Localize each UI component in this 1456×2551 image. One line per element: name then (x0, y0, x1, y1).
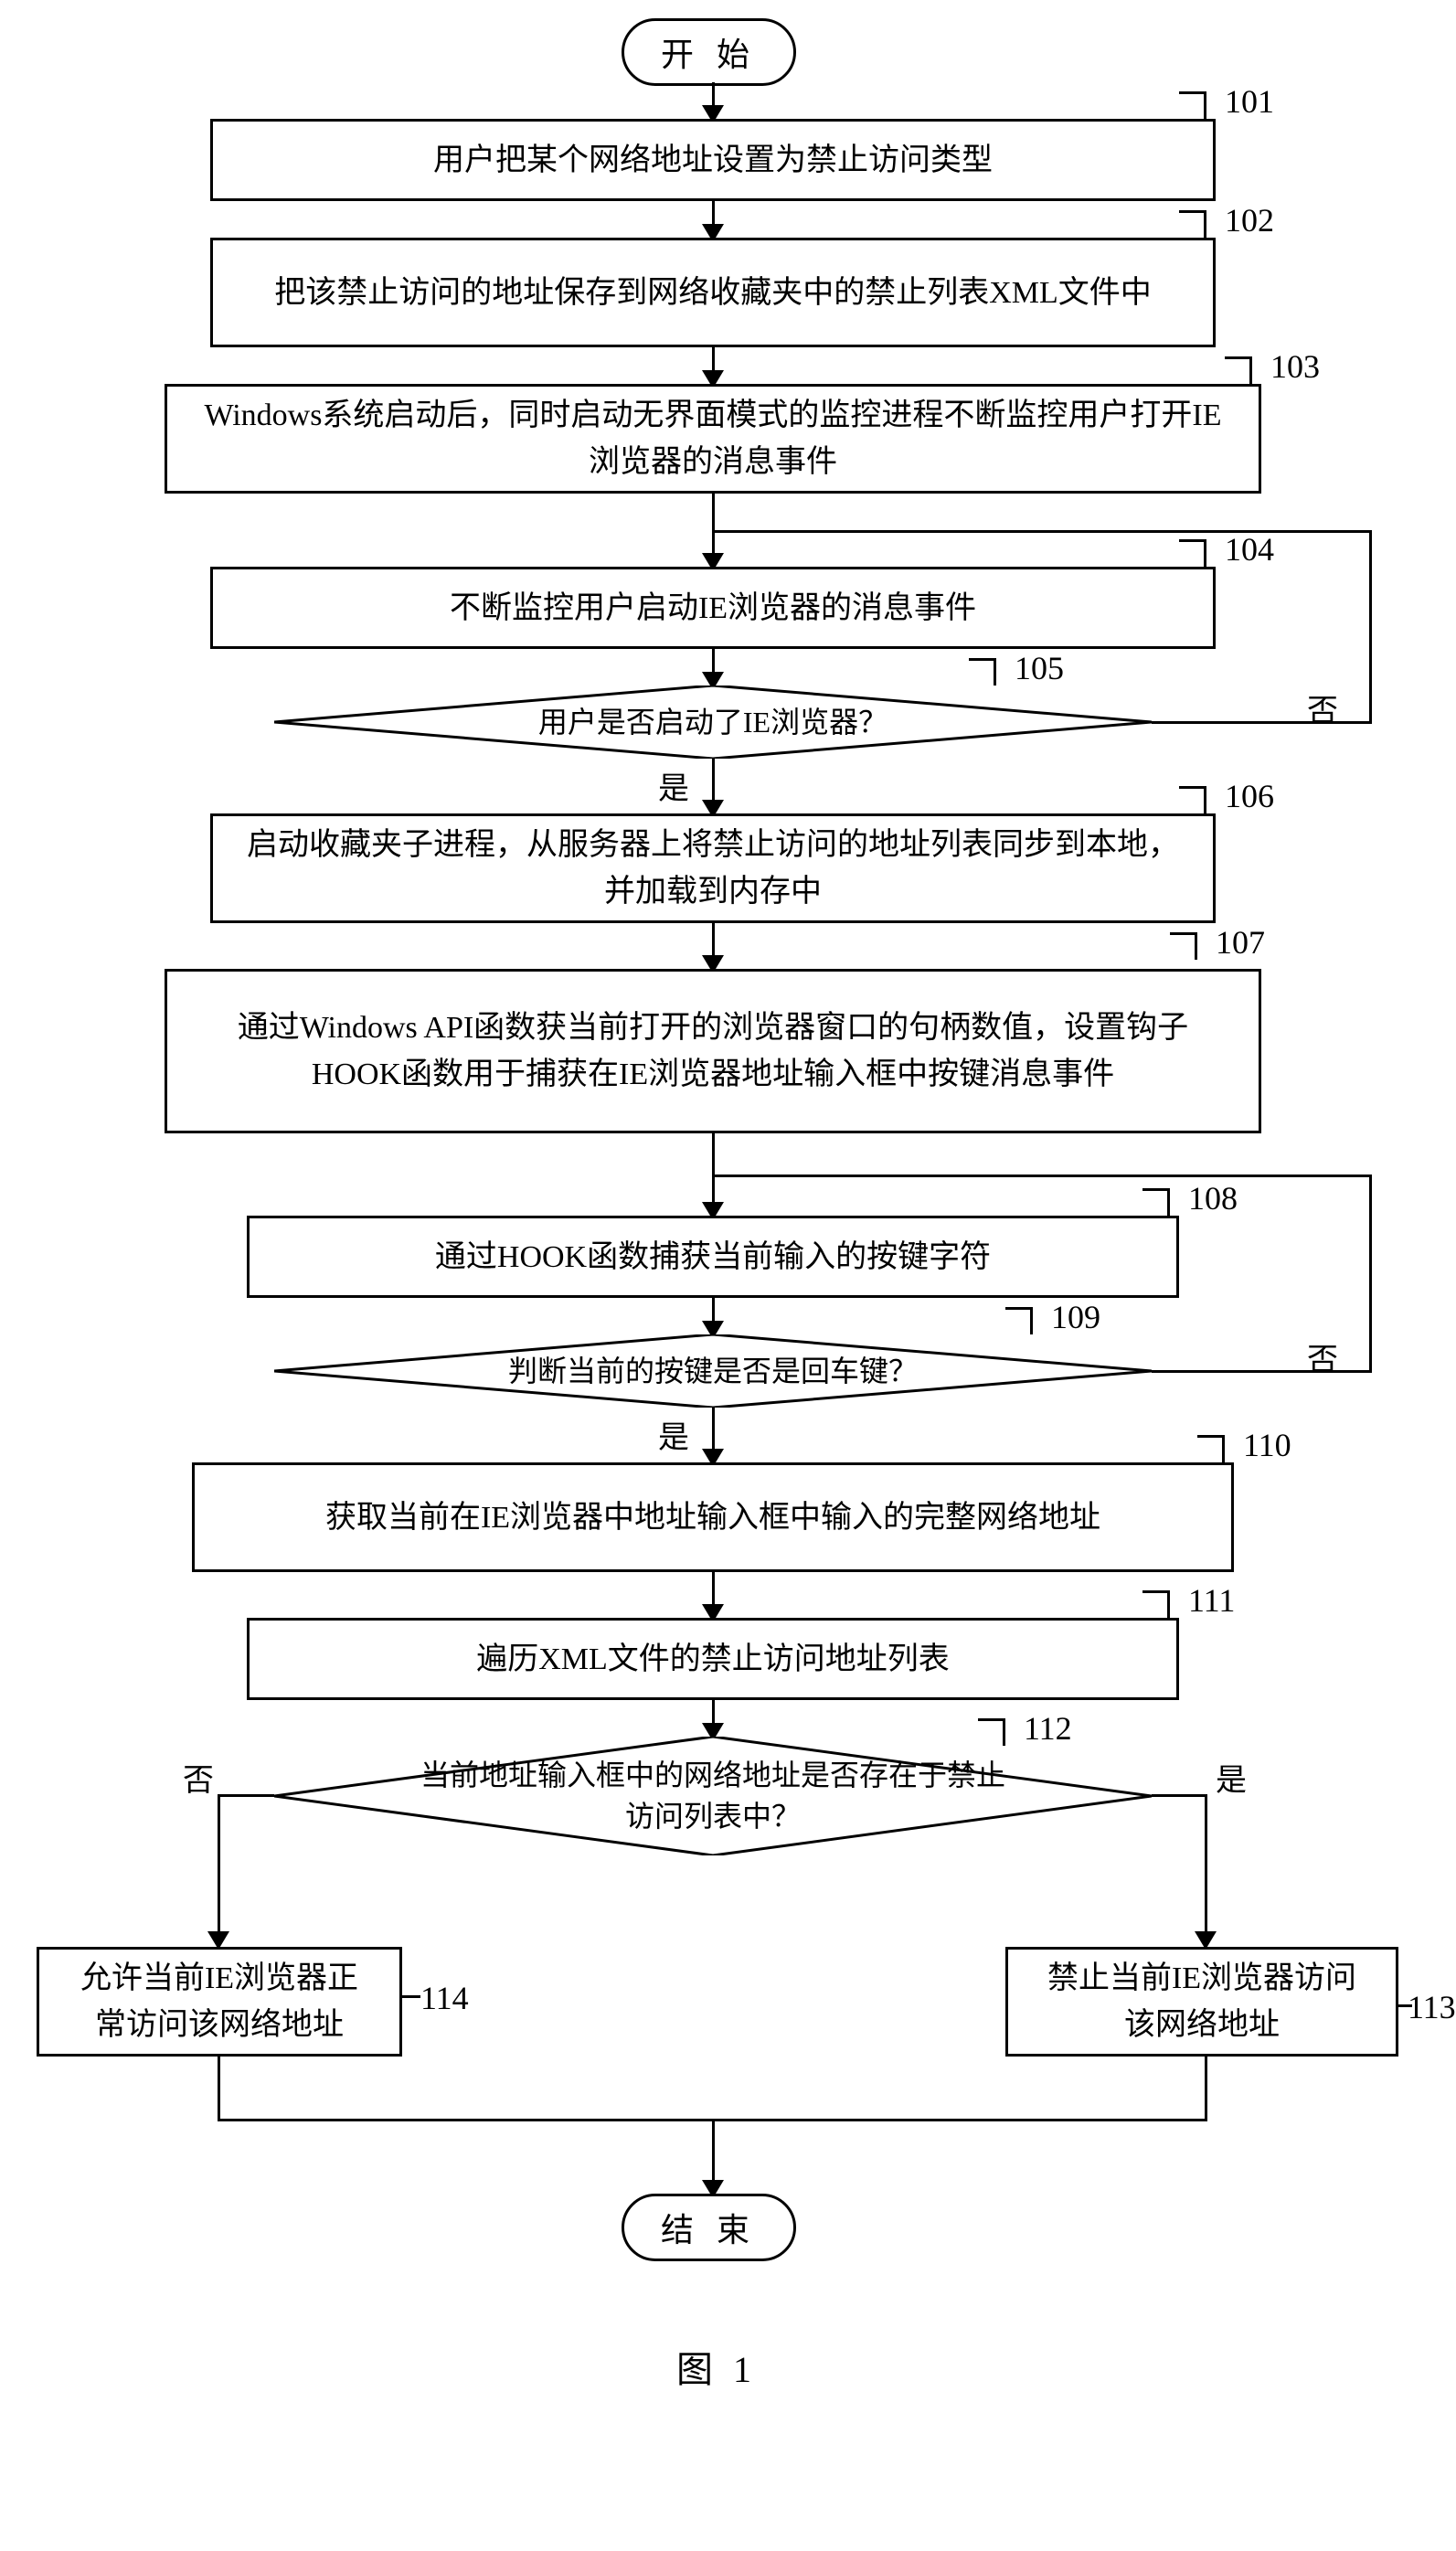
ref-110: 110 (1243, 1426, 1291, 1464)
decision-text: 判断当前的按键是否是回车键？ (508, 1351, 918, 1392)
ref-corner (1170, 932, 1197, 960)
ref-109: 109 (1051, 1298, 1100, 1336)
edge (712, 494, 715, 558)
ref-107: 107 (1216, 923, 1265, 962)
ref-corner (969, 658, 996, 686)
process-103: Windows系统启动后，同时启动无界面模式的监控进程不断监控用户打开IE浏览器… (165, 384, 1261, 494)
process-110: 获取当前在IE浏览器中地址输入框中输入的完整网络地址 (192, 1462, 1234, 1572)
process-text: 禁止当前IE浏览器访问该网络地址 (1036, 1955, 1368, 2048)
yes-label: 是 (658, 1412, 689, 1457)
ref-105: 105 (1015, 649, 1064, 687)
process-text: 通过HOOK函数捕获当前输入的按键字符 (435, 1234, 991, 1281)
ref-corner (1179, 210, 1206, 238)
process-text: Windows系统启动后，同时启动无界面模式的监控进程不断监控用户打开IE浏览器… (195, 392, 1231, 485)
decision-109: 判断当前的按键是否是回车键？ (274, 1334, 1152, 1408)
ref-leader (402, 1995, 420, 1998)
decision-105: 用户是否启动了IE浏览器？ (274, 686, 1152, 759)
ref-102: 102 (1225, 201, 1274, 239)
start-terminal: 开 始 (622, 18, 796, 86)
ref-corner (1179, 91, 1206, 119)
edge (1152, 1794, 1206, 1797)
process-113: 禁止当前IE浏览器访问该网络地址 (1005, 1947, 1398, 2057)
ref-corner (1179, 539, 1206, 567)
yes-label: 是 (658, 763, 689, 808)
process-107: 通过Windows API函数获当前打开的浏览器窗口的句柄数值，设置钩子HOOK… (165, 969, 1261, 1133)
ref-corner (1142, 1188, 1170, 1216)
edge (712, 923, 715, 960)
ref-101: 101 (1225, 82, 1274, 121)
edge (1152, 1370, 1371, 1373)
process-text: 通过Windows API函数获当前打开的浏览器窗口的句柄数值，设置钩子HOOK… (195, 1004, 1231, 1098)
ref-corner (1197, 1435, 1225, 1462)
decision-112: 当前地址输入框中的网络地址是否存在于禁止访问列表中？ (274, 1737, 1152, 1855)
edge (712, 2119, 715, 2184)
process-text: 遍历XML文件的禁止访问地址列表 (476, 1636, 950, 1683)
edge (712, 1572, 715, 1609)
process-text: 启动收藏夹子进程，从服务器上将禁止访问的地址列表同步到本地，并加载到内存中 (240, 822, 1185, 915)
decision-text: 用户是否启动了IE浏览器？ (538, 702, 887, 743)
ref-104: 104 (1225, 530, 1274, 569)
edge (1152, 721, 1371, 724)
ref-corner (1225, 356, 1252, 384)
process-text: 允许当前IE浏览器正常访问该网络地址 (67, 1955, 372, 2048)
process-102: 把该禁止访问的地址保存到网络收藏夹中的禁止列表XML文件中 (210, 238, 1216, 347)
edge (1369, 530, 1372, 724)
decision-text: 当前地址输入框中的网络地址是否存在于禁止访问列表中？ (411, 1755, 1015, 1837)
ref-114: 114 (420, 1979, 469, 2017)
no-label: 否 (183, 1755, 214, 1800)
edge (712, 759, 715, 804)
edge (712, 1133, 715, 1206)
process-104: 不断监控用户启动IE浏览器的消息事件 (210, 567, 1216, 649)
ref-corner (1179, 786, 1206, 813)
edge (1205, 2057, 1207, 2121)
ref-112: 112 (1024, 1709, 1072, 1748)
end-terminal: 结 束 (622, 2194, 796, 2261)
process-111: 遍历XML文件的禁止访问地址列表 (247, 1618, 1179, 1700)
process-text: 用户把某个网络地址设置为禁止访问类型 (433, 137, 993, 184)
ref-corner (1005, 1307, 1033, 1334)
edge (1369, 1175, 1372, 1373)
flowchart-container: 开 始 用户把某个网络地址设置为禁止访问类型 101 把该禁止访问的地址保存到网… (0, 0, 1456, 2551)
process-text: 获取当前在IE浏览器中地址输入框中输入的完整网络地址 (325, 1494, 1100, 1541)
edge (714, 530, 1372, 533)
edge (219, 1794, 274, 1797)
ref-103: 103 (1270, 347, 1320, 386)
process-108: 通过HOOK函数捕获当前输入的按键字符 (247, 1216, 1179, 1298)
ref-leader (1398, 2004, 1412, 2007)
edge (218, 1794, 220, 1936)
figure-caption: 图 1 (676, 2340, 757, 2393)
yes-label: 是 (1216, 1755, 1247, 1800)
ref-113: 113 (1408, 1988, 1456, 2026)
process-106: 启动收藏夹子进程，从服务器上将禁止访问的地址列表同步到本地，并加载到内存中 (210, 813, 1216, 923)
edge (1205, 1794, 1207, 1936)
edge (714, 1175, 1372, 1177)
end-label: 结 束 (661, 2204, 757, 2251)
process-text: 不断监控用户启动IE浏览器的消息事件 (450, 585, 976, 632)
ref-108: 108 (1188, 1179, 1238, 1217)
ref-111: 111 (1188, 1581, 1235, 1620)
process-114: 允许当前IE浏览器正常访问该网络地址 (37, 1947, 402, 2057)
edge (712, 1408, 715, 1453)
ref-corner (978, 1718, 1005, 1746)
edge (218, 2057, 220, 2121)
process-text: 把该禁止访问的地址保存到网络收藏夹中的禁止列表XML文件中 (274, 270, 1152, 316)
ref-corner (1142, 1590, 1170, 1618)
start-label: 开 始 (661, 28, 757, 76)
process-101: 用户把某个网络地址设置为禁止访问类型 (210, 119, 1216, 201)
ref-106: 106 (1225, 777, 1274, 815)
